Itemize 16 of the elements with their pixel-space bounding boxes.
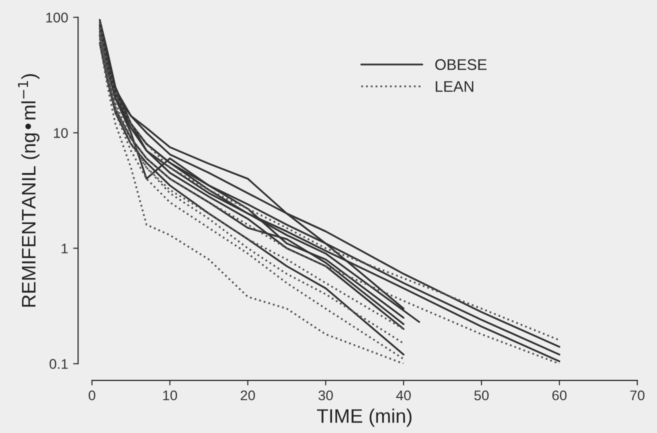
y-tick-label: 1 [62, 244, 68, 254]
x-tick-label: 10 [163, 390, 178, 400]
x-tick-label: 30 [318, 390, 333, 400]
x-tick-label: 50 [474, 390, 489, 400]
y-tick-label: 10 [54, 128, 68, 138]
legend-label: OBESE [435, 59, 487, 70]
x-tick-label: 70 [630, 390, 644, 400]
y-axis-title: REMIFENTANIL (ng•ml$^{−1}$) [18, 74, 40, 307]
y-tick-label: 0.1 [50, 359, 68, 369]
y-tick-label: 100 [46, 12, 68, 22]
x-tick-label: 40 [396, 390, 411, 400]
x-tick-label: 20 [240, 390, 255, 400]
legend-label: LEAN [436, 81, 474, 92]
x-tick-label: 0 [88, 390, 96, 400]
x-axis-title: TIME (min) [317, 408, 412, 427]
x-tick-label: 60 [552, 390, 567, 400]
